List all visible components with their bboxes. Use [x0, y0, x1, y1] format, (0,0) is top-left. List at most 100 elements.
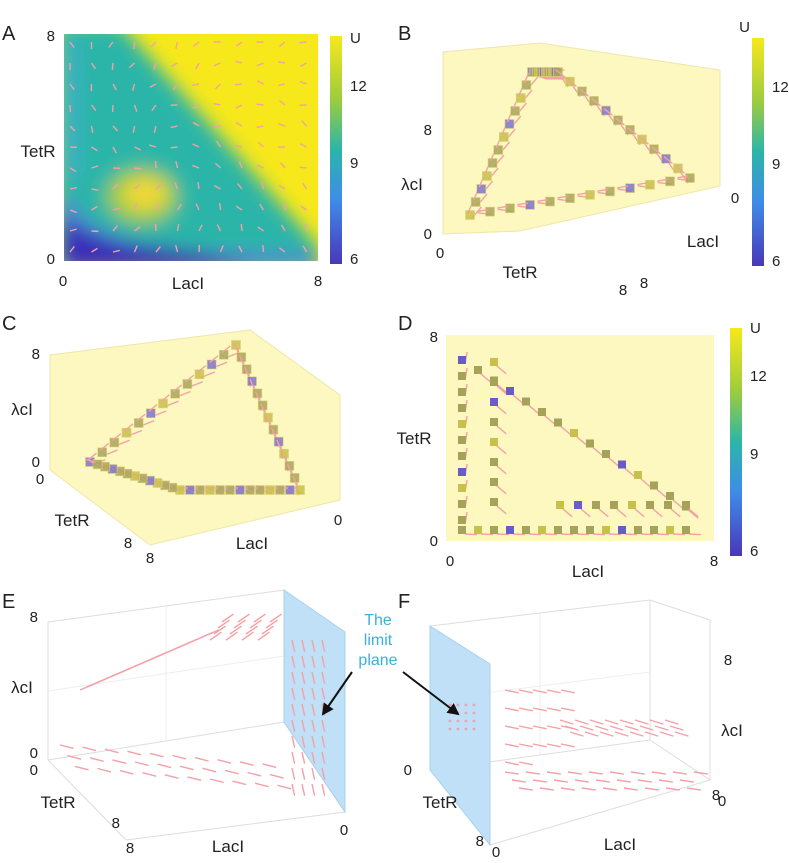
cycle-cube: [625, 183, 635, 193]
flow-arrow: [511, 779, 526, 783]
flow-arrow: [504, 771, 519, 775]
cycle-cube: [602, 450, 610, 458]
flow-arrow: [249, 619, 262, 629]
cycle-cube: [618, 460, 626, 469]
panel-e-arrows: [59, 613, 326, 796]
flow-arrow: [672, 499, 683, 509]
flow-arrow: [321, 671, 326, 684]
flow-arrow: [564, 725, 579, 731]
flow-arrow: [192, 143, 200, 148]
flow-arrow: [233, 342, 240, 354]
flow-arrow: [517, 202, 529, 206]
panel-c-ftick-8: 8: [124, 535, 132, 552]
cycle-cube: [92, 459, 103, 470]
flow-arrow: [112, 759, 127, 765]
panel-b-rlabel: LacI: [687, 232, 719, 251]
panel-a-heatmap: [64, 34, 318, 261]
flow-arrow: [214, 162, 221, 169]
flow-arrow: [321, 735, 326, 748]
flow-arrow: [191, 83, 200, 86]
flow-arrow: [560, 787, 575, 791]
flow-arrow: [281, 451, 288, 462]
flow-arrow: [184, 374, 195, 383]
flow-arrow: [154, 160, 157, 169]
panel-a-arrows: [69, 41, 308, 253]
flow-arrow: [504, 725, 519, 730]
flow-arrow: [634, 719, 649, 725]
flow-arrow: [69, 246, 75, 253]
panel-c-rtick-0: 0: [334, 512, 342, 529]
flow-arrow: [669, 725, 684, 731]
flow-arrow: [111, 62, 114, 71]
panel-b-colorbar-tick-6: 6: [772, 253, 780, 270]
flow-arrow: [278, 83, 286, 87]
flow-arrow: [233, 619, 246, 629]
flow-arrow: [649, 719, 664, 725]
flow-arrow: [213, 125, 221, 128]
flow-arrow: [257, 226, 264, 232]
flow-arrow: [299, 41, 307, 44]
flow-arrow: [154, 223, 157, 232]
flow-arrow: [504, 761, 519, 766]
flow-arrow: [197, 181, 200, 190]
flow-arrow: [512, 394, 523, 404]
flow-arrow: [301, 703, 306, 716]
flow-arrow: [150, 41, 157, 48]
flow-arrow: [616, 779, 631, 783]
flow-arrow: [512, 533, 526, 536]
flow-arrow: [301, 719, 306, 732]
flow-arrow: [663, 156, 673, 165]
flow-arrow: [560, 689, 575, 694]
cycle-cube: [236, 352, 247, 362]
flow-arrow: [624, 533, 638, 536]
flow-arrow: [174, 182, 179, 190]
flow-arrow: [546, 707, 561, 712]
flow-arrow: [127, 750, 142, 756]
flow-arrow: [672, 533, 686, 536]
flow-arrow: [546, 689, 561, 694]
flow-arrow: [291, 703, 296, 716]
cycle-cube: [634, 526, 642, 534]
annotation-arrow-left: [321, 671, 353, 716]
flow-arrow: [616, 508, 627, 518]
flow-arrow: [133, 41, 136, 50]
plane-dot: [456, 719, 460, 723]
flow-arrow: [276, 439, 282, 450]
flow-arrow: [562, 508, 573, 518]
panel-d-ytick-0: 0: [430, 533, 438, 550]
cycle-cube: [682, 526, 690, 534]
flow-arrow: [640, 478, 651, 488]
flow-arrow: [232, 780, 247, 786]
flow-arrow: [256, 164, 264, 169]
panel-f-vlabel: λcI: [721, 721, 743, 740]
flow-arrow: [194, 756, 209, 762]
cycle-cube: [482, 171, 492, 181]
plane-dot: [472, 703, 476, 707]
flow-arrow: [579, 88, 589, 97]
panel-b-vtick-8: 8: [424, 122, 432, 139]
cycle-cube: [521, 80, 532, 90]
panel-c-pane: [49, 329, 341, 546]
flow-arrow: [176, 223, 180, 232]
flow-arrow: [321, 655, 326, 668]
cycle-cube: [458, 388, 466, 396]
flow-arrow: [90, 62, 96, 70]
panel-d-colorbar: [730, 328, 742, 556]
flow-arrow: [202, 767, 217, 773]
panel-f-ftick-0: 0: [404, 762, 412, 779]
panel-e-flabel: TetR: [41, 793, 76, 812]
cycle-cube: [205, 485, 215, 495]
flow-arrow: [518, 787, 533, 791]
panel-e-rlabel: LacI: [212, 837, 244, 856]
flow-arrow: [217, 619, 230, 629]
plane-dot: [472, 711, 476, 715]
panel-c-ftick-0: 0: [36, 471, 44, 488]
flow-arrow: [656, 488, 667, 498]
flow-arrow: [574, 779, 589, 783]
cycle-cube: [538, 408, 546, 416]
cycle-cube: [586, 526, 594, 534]
flow-arrow: [639, 725, 654, 731]
panel-d-colorbar-tick-6: 6: [750, 543, 758, 560]
flow-arrow: [192, 104, 200, 109]
